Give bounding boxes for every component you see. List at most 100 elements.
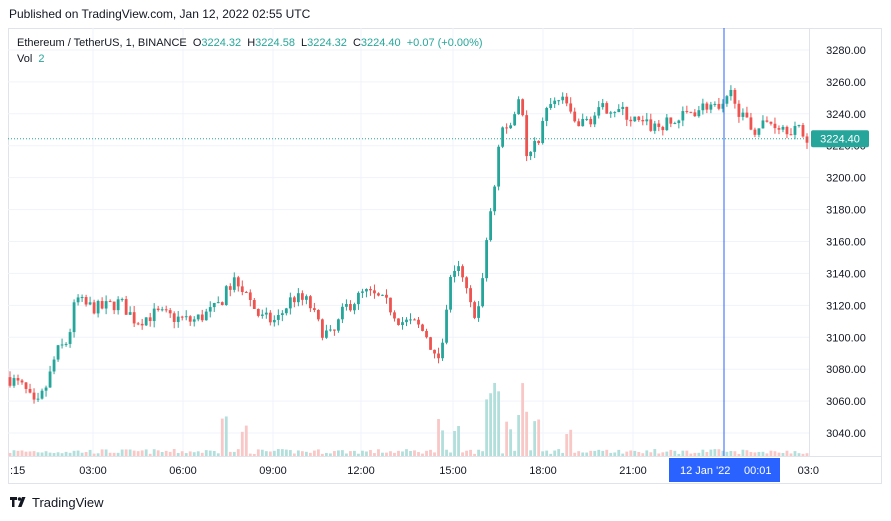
candle-body (725, 96, 729, 104)
volume-bar (497, 391, 501, 456)
volume-bar (581, 452, 585, 456)
candle-body (8, 377, 12, 386)
candle-body (469, 288, 472, 303)
candle-body (284, 308, 288, 314)
volume-bar (164, 450, 168, 456)
volume-bar (389, 451, 392, 456)
symbol-title[interactable]: Ethereum / TetherUS, 1, BINANCE (17, 37, 187, 49)
candle-body (128, 312, 132, 315)
volume-bar (308, 452, 312, 456)
price-tick-label: 3160.00 (826, 237, 866, 249)
volume-bar (549, 453, 553, 456)
volume-bar (481, 451, 484, 456)
volume-bar (60, 453, 64, 456)
candle-body (773, 123, 777, 129)
candle-body (457, 266, 460, 271)
volume-bar (473, 453, 476, 456)
volume-bar (204, 450, 208, 456)
volume-bar (96, 453, 100, 456)
candle-body (236, 277, 240, 287)
volume-bar (268, 451, 272, 456)
volume-bar (44, 451, 48, 456)
volume-bar (441, 430, 444, 456)
volume-label[interactable]: Vol (17, 53, 33, 65)
candle-body (268, 312, 272, 323)
candle-body (40, 390, 44, 399)
volume-bar (196, 451, 200, 456)
low-value: 3224.32 (307, 37, 347, 49)
candle-body (272, 319, 276, 323)
volume-bars (8, 382, 809, 456)
candle-body (493, 186, 497, 212)
candle-body (557, 100, 561, 102)
candle-body (324, 330, 328, 338)
candle-body (68, 332, 72, 344)
volume-bar (617, 449, 621, 456)
volume-bar (16, 450, 20, 456)
volume-bar (132, 450, 136, 456)
price-tick-label: 3260.00 (826, 77, 866, 89)
volume-bar (469, 449, 472, 456)
volume-bar (697, 452, 701, 456)
volume-bar (52, 453, 56, 456)
low-label: L (301, 37, 308, 49)
candle-body (188, 316, 192, 322)
candle-body (208, 307, 212, 312)
candle-body (421, 324, 424, 331)
candle-body (72, 302, 76, 333)
volume-bar (172, 449, 176, 456)
candle-body (52, 359, 56, 372)
footer-branding[interactable]: TradingView (10, 495, 104, 510)
volume-bar (8, 452, 12, 456)
volume-bar (140, 450, 144, 456)
candle-body (537, 140, 541, 144)
candle-body (697, 110, 701, 117)
candle-body (401, 322, 404, 326)
volume-bar (573, 452, 577, 456)
volume-bar (369, 450, 372, 456)
volume-bar (329, 453, 332, 456)
candle-body (120, 299, 124, 301)
volume-bar (300, 451, 304, 456)
candle-body (365, 288, 368, 292)
candle-body (232, 277, 236, 290)
price-chart[interactable]: 3040.00 3060.00 3080.00 3100.00 3120.00 3140.… (8, 28, 882, 484)
candle-body (785, 126, 789, 135)
volume-bar (260, 449, 264, 456)
candle-body (645, 119, 649, 122)
time-tick-label: 15:00 (439, 465, 467, 477)
price-tick-label: 3240.00 (826, 109, 866, 121)
candle-body (737, 103, 741, 117)
volume-bar (28, 451, 32, 456)
candle-body (172, 313, 176, 322)
candle-body (617, 109, 621, 113)
volume-bar (765, 453, 769, 456)
volume-bar (601, 450, 605, 456)
candle-body (308, 296, 312, 309)
volume-bar (785, 450, 789, 456)
candle-body (541, 120, 545, 144)
volume-bar (465, 450, 468, 456)
volume-bar (777, 452, 781, 456)
candle-body (709, 104, 713, 110)
volume-bar (797, 453, 801, 456)
time-tick-label: 21:00 (619, 465, 647, 477)
high-value: 3224.58 (255, 37, 295, 49)
candle-body (349, 304, 352, 311)
candle-body (613, 112, 617, 114)
volume-bar (609, 452, 613, 456)
candle-body (393, 312, 396, 319)
price-axis: 3040.00 3060.00 3080.00 3100.00 3120.00 3140.… (826, 45, 866, 440)
candle-body (369, 288, 372, 291)
volume-bar (669, 449, 673, 456)
candle-body (485, 240, 488, 279)
volume-bar (373, 453, 376, 456)
candle-body (677, 120, 681, 124)
candle-body (192, 319, 196, 322)
volume-bar (429, 449, 432, 456)
time-axis: :15 03:00 06:00 09:00 12:00 15:00 18:00 21:00 03… (10, 465, 819, 477)
candle-body (665, 117, 669, 131)
candle-body (729, 89, 733, 97)
volume-bar (433, 452, 436, 456)
candle-body (345, 304, 348, 307)
